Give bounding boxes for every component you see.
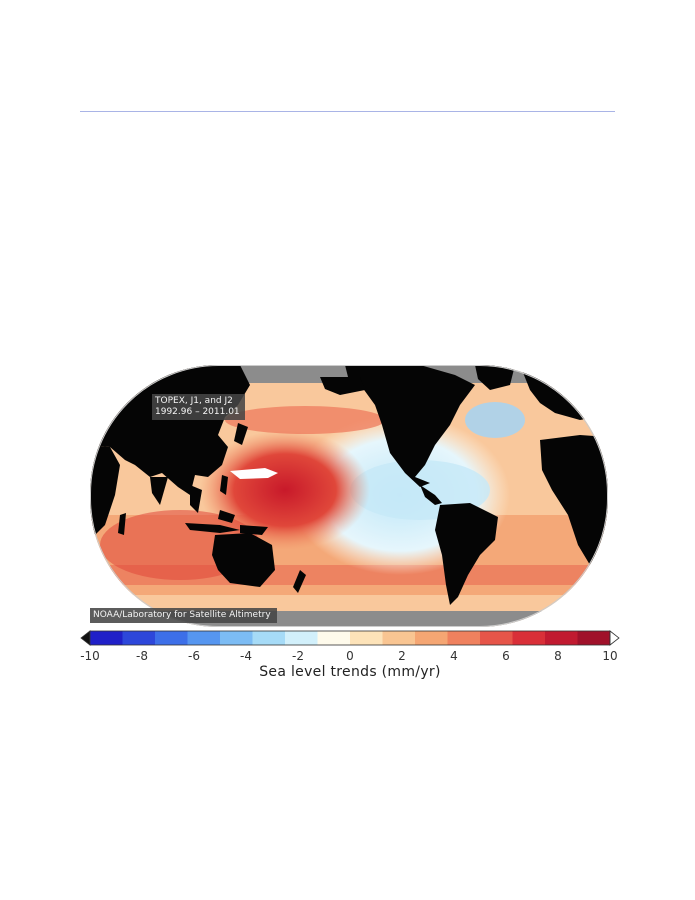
colorbar-tick-label: -6	[188, 649, 200, 663]
colorbar-tick-label: 2	[398, 649, 406, 663]
colorbar-swatch	[382, 631, 416, 645]
colorbar-swatch	[317, 631, 351, 645]
colorbar-min-arrow	[80, 630, 91, 646]
colorbar-swatch	[220, 631, 253, 645]
colorbar-max-arrow	[609, 630, 620, 646]
south-america	[435, 503, 498, 605]
indonesia	[185, 523, 240, 533]
colorbar-swatch	[512, 631, 546, 645]
colorbar-tick-label: 8	[554, 649, 562, 663]
colorbar-title: Sea level trends (mm/yr)	[259, 664, 441, 680]
colorbar-swatch	[90, 631, 123, 645]
colorbar-tick-label: 6	[502, 649, 510, 663]
colorbar: -10 -8 -6 -4 -2 0 2 4 6 8 10 Sea level trends (mm/…	[80, 629, 620, 684]
colorbar-swatch	[545, 631, 578, 645]
africa-east	[90, 445, 120, 540]
colorbar-border	[89, 630, 611, 646]
period-text: 1992.96 – 2011.01	[155, 407, 240, 417]
australia	[212, 533, 275, 587]
colorbar-tick-label: 4	[450, 649, 458, 663]
colorbar-swatch	[480, 631, 513, 645]
map-graphic	[90, 365, 608, 627]
greenland	[475, 365, 515, 390]
new-guinea	[240, 525, 268, 535]
colorbar-tick-label: -2	[292, 649, 304, 663]
india	[150, 477, 168, 505]
colorbar-swatch	[447, 631, 481, 645]
north-atlantic-cool	[465, 402, 525, 438]
header-rule	[80, 111, 615, 112]
colorbar-swatch	[415, 631, 448, 645]
missing-data-patch	[230, 468, 278, 479]
africa-west	[540, 435, 608, 565]
satellites-text: TOPEX, J1, and J2	[155, 396, 233, 406]
alaska	[320, 377, 365, 395]
satellite-period-label: TOPEX, J1, and J2 1992.96 – 2011.01	[152, 394, 245, 420]
central-america	[420, 485, 442, 505]
credit-label: NOAA/Laboratory for Satellite Altimetry	[90, 608, 277, 623]
colorbar-swatch	[577, 631, 611, 645]
colorbar-swatch	[187, 631, 221, 645]
southeast-asia	[190, 485, 202, 513]
sea-level-trend-map: TOPEX, J1, and J2 1992.96 – 2011.01 NOAA…	[90, 365, 608, 627]
colorbar-tick-label: -8	[136, 649, 148, 663]
colorbar-tick-label: 10	[602, 649, 617, 663]
colorbar-tick-label: -10	[80, 649, 100, 663]
japan	[234, 423, 248, 445]
north-america	[345, 365, 475, 487]
colorbar-swatch	[285, 631, 318, 645]
colorbar-graphic: -10 -8 -6 -4 -2 0 2 4 6 8 10	[80, 630, 620, 663]
colorbar-swatch	[155, 631, 188, 645]
west-pacific-warm	[200, 430, 370, 550]
colorbar-tick-label: -4	[240, 649, 252, 663]
new-zealand	[293, 570, 306, 593]
colorbar-tick-label: 0	[346, 649, 354, 663]
colorbar-swatch	[252, 631, 286, 645]
colorbar-swatch	[350, 631, 383, 645]
colorbar-swatch	[122, 631, 156, 645]
